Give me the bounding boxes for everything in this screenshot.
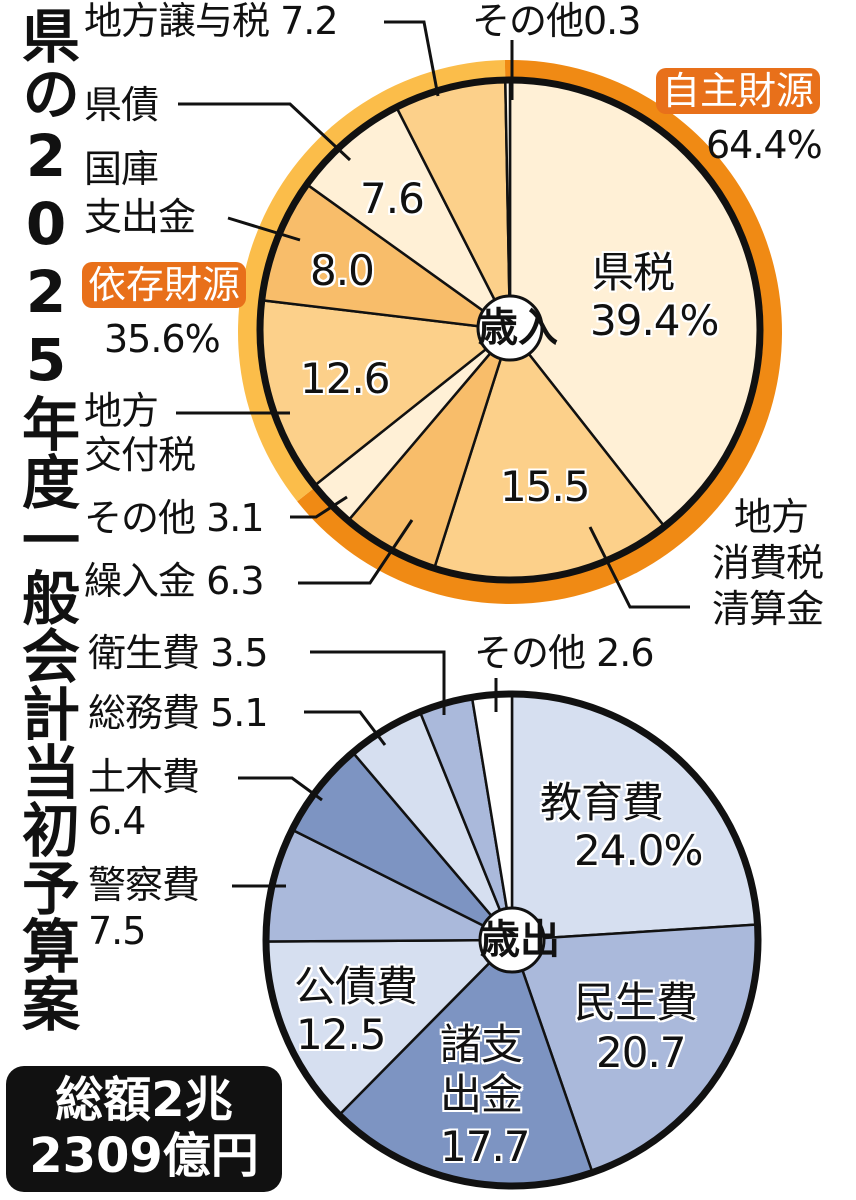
label-kousai: 公債費 bbox=[294, 962, 418, 1011]
chart-title: 県の2025年度一般会計当初予算案 bbox=[12, 6, 80, 1032]
value-chihou-shouhizei: 15.5 bbox=[500, 462, 591, 511]
total-budget-box: 総額2兆 2309億円 bbox=[6, 1066, 282, 1192]
value-kokko: 8.0 bbox=[310, 246, 375, 295]
expenditure-outline bbox=[262, 690, 762, 1190]
label-rev-sonota-31: その他 3.1 bbox=[84, 496, 265, 540]
ring-izon bbox=[238, 60, 506, 502]
value-koufuzei: 12.6 bbox=[300, 354, 391, 403]
label-doboku: 土木費 bbox=[88, 755, 200, 799]
expenditure-pie bbox=[262, 690, 762, 1190]
revenue-center-label: 歳入 bbox=[478, 305, 558, 351]
label-chihou-shouhizei-2: 消費税 bbox=[712, 541, 824, 585]
badge-jishu-zaigen: 自主財源 bbox=[656, 68, 821, 114]
leader-lines bbox=[176, 20, 690, 888]
label-soumu: 総務費 5.1 bbox=[88, 691, 269, 735]
value-keisatsu: 7.5 bbox=[88, 909, 146, 953]
label-kenzei: 県税 bbox=[592, 248, 675, 297]
value-kyouiku: 24.0% bbox=[574, 826, 703, 875]
label-shoshishutsu-2: 出金 bbox=[440, 1070, 523, 1119]
total-line-1: 総額2兆 bbox=[55, 1072, 233, 1128]
label-kokko-2: 支出金 bbox=[84, 195, 196, 239]
total-line-2: 2309億円 bbox=[29, 1128, 259, 1184]
value-shoshishutsu: 17.7 bbox=[440, 1122, 531, 1171]
badge-izon-zaigen: 依存財源 bbox=[82, 262, 247, 308]
label-rev-sonota-03: その他0.3 bbox=[472, 0, 641, 43]
expenditure-center-label: 歳出 bbox=[480, 917, 560, 963]
label-shoshishutsu-1: 諸支 bbox=[440, 1020, 523, 1069]
value-kousai: 12.5 bbox=[296, 1010, 387, 1059]
label-chihou-shouhizei-3: 清算金 bbox=[712, 587, 824, 631]
value-minsei: 20.7 bbox=[596, 1028, 687, 1077]
label-kurinyuukin: 繰入金 6.3 bbox=[84, 559, 265, 603]
label-kensai: 県債 bbox=[84, 83, 159, 127]
label-eisei: 衛生費 3.5 bbox=[88, 631, 269, 675]
revenue-outline bbox=[256, 76, 764, 584]
value-kenzei: 39.4% bbox=[590, 296, 719, 345]
label-kokko-1: 国庫 bbox=[84, 147, 159, 191]
label-minsei: 民生費 bbox=[574, 978, 698, 1027]
revenue-center-circle bbox=[476, 294, 544, 362]
label-jouyozei: 地方譲与税 7.2 bbox=[84, 0, 339, 43]
label-kyouiku: 教育費 bbox=[540, 778, 664, 827]
label-jishu-pct: 64.4% bbox=[706, 123, 823, 167]
value-kensai: 7.6 bbox=[360, 174, 425, 223]
label-koufuzei-1: 地方 bbox=[84, 389, 159, 433]
label-izon-pct: 35.6% bbox=[104, 317, 221, 361]
label-koufuzei-2: 交付税 bbox=[84, 433, 196, 477]
revenue-pie bbox=[256, 76, 764, 584]
value-doboku: 6.4 bbox=[88, 799, 146, 843]
label-keisatsu: 警察費 bbox=[88, 863, 200, 907]
label-exp-sonota: その他 2.6 bbox=[474, 631, 655, 675]
expenditure-center-circle bbox=[478, 906, 546, 974]
label-chihou-shouhizei-1: 地方 bbox=[734, 495, 809, 539]
